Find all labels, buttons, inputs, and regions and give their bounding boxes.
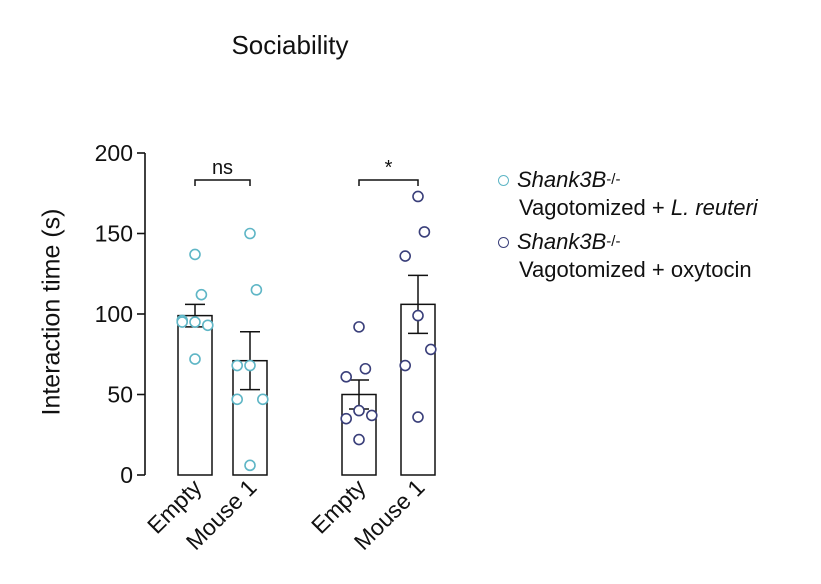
- data-point-4-6: [399, 359, 412, 372]
- data-point-2-1: [244, 227, 256, 240]
- data-point-1-2: [195, 288, 208, 301]
- legend-gene-2: Shank3B: [517, 229, 607, 254]
- data-point-3-5: [365, 409, 378, 422]
- y-tick-label-0: 0: [120, 462, 133, 488]
- legend-marker-2: [498, 236, 509, 248]
- data-point-4-7: [412, 411, 424, 423]
- significance-bracket-2: [358, 179, 419, 186]
- data-point-4-1: [412, 190, 424, 203]
- data-point-1-7: [189, 353, 201, 365]
- significance-label-1: ns: [212, 157, 233, 179]
- legend-prefix-2: Vagotomized +: [519, 257, 671, 282]
- data-point-3-1: [353, 321, 365, 333]
- y-tick-label-3: 150: [95, 221, 133, 247]
- legend: Shank3B -/- Vagotomized + L. reuteri Shan…: [498, 166, 758, 290]
- data-point-4-5: [424, 343, 437, 356]
- data-point-4-2: [418, 226, 431, 238]
- data-point-3-7: [353, 433, 365, 446]
- data-point-2-6: [231, 393, 243, 406]
- data-point-4-3: [399, 250, 412, 262]
- legend-marker-1: [498, 174, 509, 186]
- data-point-3-6: [340, 412, 353, 425]
- chart-title: Sociability: [231, 30, 349, 60]
- data-point-1-4: [189, 316, 201, 328]
- legend-treatment-2: oxytocin: [670, 257, 752, 282]
- y-tick-label-1: 50: [107, 382, 133, 408]
- data-point-1-1: [189, 248, 201, 261]
- data-point-2-7: [244, 459, 256, 472]
- significance-label-2: *: [385, 157, 393, 179]
- significance-bracket-1: [194, 179, 251, 186]
- legend-gene-1: Shank3B: [517, 167, 607, 192]
- data-point-2-3: [231, 359, 243, 372]
- legend-treatment-1: L. reuteri: [670, 195, 758, 220]
- y-tick-label-2: 100: [95, 301, 133, 327]
- data-point-2-4: [244, 359, 256, 372]
- legend-entry-2: Shank3B -/- Vagotomized + oxytocin: [498, 228, 758, 284]
- data-point-2-5: [256, 393, 269, 406]
- y-tick-label-4: 200: [95, 140, 133, 166]
- data-point-2-2: [250, 284, 263, 296]
- data-point-3-4: [353, 404, 365, 417]
- legend-entry-1: Shank3B -/- Vagotomized + L. reuteri: [498, 166, 758, 222]
- data-point-4-4: [412, 309, 424, 322]
- data-point-1-6: [176, 316, 188, 328]
- data-point-3-3: [340, 370, 353, 383]
- data-point-3-2: [359, 362, 372, 375]
- data-point-1-5: [202, 319, 214, 332]
- bar-1: [177, 314, 213, 476]
- legend-prefix-1: Vagotomized +: [519, 195, 671, 220]
